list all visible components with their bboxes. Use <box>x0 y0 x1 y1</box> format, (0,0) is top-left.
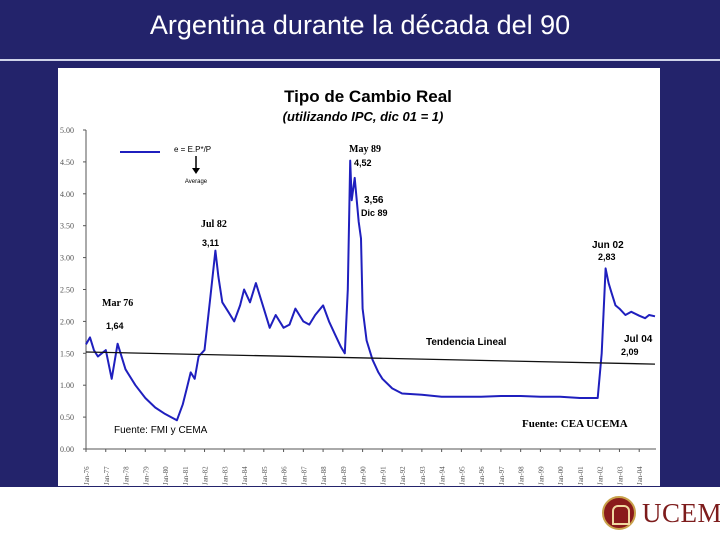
y-tick-label: 3.50 <box>60 222 74 231</box>
annotation-label: Mar 76 <box>102 298 133 309</box>
annotation-value: 1,64 <box>106 321 124 331</box>
x-tick-label: Jan-83 <box>221 466 229 485</box>
logo-text: UCEMA <box>642 498 720 528</box>
y-tick-label: 3.00 <box>60 254 74 263</box>
chart-series <box>85 159 656 422</box>
y-tick-label: 4.00 <box>60 190 74 199</box>
x-tick-label: Jan-03 <box>616 466 624 485</box>
annotation-label: Jul 04 <box>624 334 653 345</box>
legend-formula: e = E.P*/P <box>174 145 211 154</box>
y-tick-label: 0.50 <box>60 413 74 422</box>
annotation-value: 2,83 <box>598 252 616 262</box>
ucema-logo: UCEMA <box>600 494 720 534</box>
x-tick-label: Jan-92 <box>399 466 407 485</box>
slide-title: Argentina durante la década del 90 <box>149 10 571 40</box>
legend-average-label: Average <box>185 179 208 185</box>
x-tick-label: Jan-80 <box>162 466 170 485</box>
y-tick-label: 1.50 <box>60 349 74 358</box>
annotation-label: 3,56 <box>364 195 384 206</box>
annotation-value: Dic 89 <box>361 208 388 218</box>
annotation-label: Jul 82 <box>201 219 227 230</box>
y-tick-label: 2.00 <box>60 317 74 326</box>
annotation-label: Tendencia Lineal <box>426 337 507 348</box>
series-line <box>85 159 656 422</box>
x-tick-label: Jan-90 <box>360 466 368 485</box>
x-tick-label: Jan-84 <box>241 466 249 485</box>
x-tick-label: Jan-93 <box>419 466 427 485</box>
chart-panel: 0.00 0.50 1.00 1.50 2.00 2.50 3.00 3.50 4.00 4.50… <box>58 68 660 486</box>
chart-subtitle: (utilizando IPC, dic 01 = 1) <box>283 109 444 124</box>
x-tick-label: Jan-86 <box>281 466 289 485</box>
x-tick-label: Jan-77 <box>103 466 111 485</box>
real-exchange-rate-chart: 0.00 0.50 1.00 1.50 2.00 2.50 3.00 3.50 4.00 4.50… <box>60 87 656 485</box>
y-tick-label: 4.50 <box>60 158 74 167</box>
x-tick-label: Jan-97 <box>498 466 506 485</box>
x-tick-label: Jan-98 <box>518 466 526 485</box>
source-left: Fuente: FMI y CEMA <box>114 425 208 436</box>
annotation-value: 3,11 <box>202 238 219 248</box>
annotation-label: May 89 <box>349 144 381 155</box>
x-tick-label: Jan-00 <box>557 466 565 485</box>
source-right: Fuente: CEA UCEMA <box>522 418 628 430</box>
y-tick-label: 1.00 <box>60 381 74 390</box>
y-tick-label: 0.00 <box>60 445 74 454</box>
annotation-value: 2,09 <box>621 347 639 357</box>
x-tick-label: Jan-95 <box>458 466 466 485</box>
y-tick-label: 5.00 <box>60 126 74 135</box>
chart-axes <box>85 130 656 450</box>
x-tick-label: Jan-94 <box>439 466 447 485</box>
chart-title: Tipo de Cambio Real <box>284 87 452 106</box>
annotation-value: 4,52 <box>354 158 372 168</box>
x-tick-label: Jan-82 <box>202 466 210 485</box>
trend-line <box>85 351 656 365</box>
chart-ticks: 0.00 0.50 1.00 1.50 2.00 2.50 3.00 3.50 4.00 4.50… <box>60 126 644 485</box>
x-tick-label: Jan-04 <box>636 466 644 485</box>
x-tick-label: Jan-02 <box>597 466 605 485</box>
x-tick-label: Jan-76 <box>83 466 91 485</box>
x-tick-label: Jan-85 <box>261 466 269 485</box>
title-divider <box>0 59 720 61</box>
legend-arrow-head <box>192 168 200 174</box>
x-tick-label: Jan-89 <box>340 466 348 485</box>
x-tick-label: Jan-01 <box>577 466 585 485</box>
chart-annotations: Tipo de Cambio Real (utilizando IPC, dic … <box>102 87 653 436</box>
x-tick-label: Jan-96 <box>478 466 486 485</box>
x-tick-label: Jan-87 <box>300 466 308 485</box>
x-tick-label: Jan-81 <box>182 466 190 485</box>
y-tick-label: 2.50 <box>60 286 74 295</box>
x-tick-label: Jan-78 <box>123 466 131 485</box>
x-tick-label: Jan-88 <box>320 466 328 485</box>
ucema-seal-icon <box>602 496 636 530</box>
annotation-label: Jun 02 <box>592 240 624 251</box>
x-tick-label: Jan-79 <box>142 466 150 485</box>
x-tick-label: Jan-99 <box>537 466 545 485</box>
x-tick-label: Jan-91 <box>379 466 387 485</box>
